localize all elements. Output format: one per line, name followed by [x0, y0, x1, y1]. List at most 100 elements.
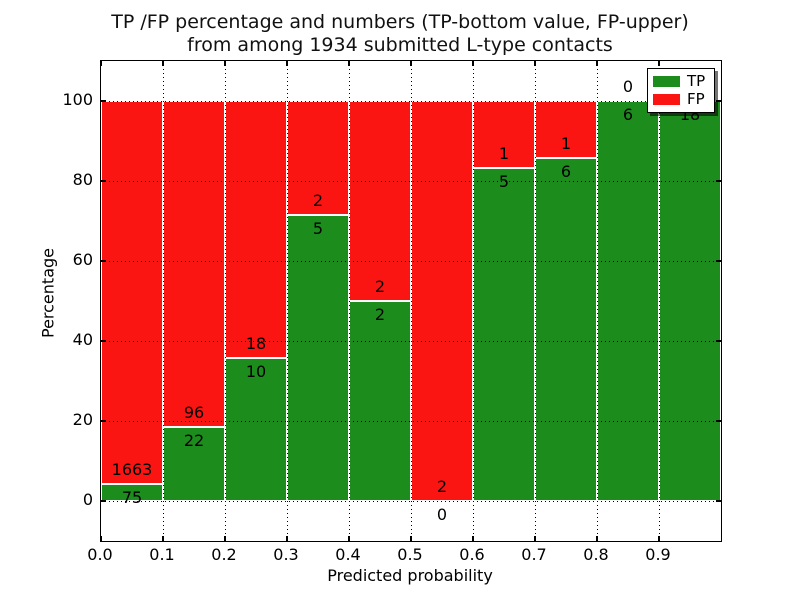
y-tick-mark [101, 340, 106, 342]
tp-count-label: 22 [183, 430, 205, 450]
tp-bar-segment [597, 101, 659, 501]
tp-count-label: 10 [245, 362, 267, 382]
x-tick-mark [658, 61, 660, 66]
v-gridline [472, 61, 474, 541]
v-gridline [410, 61, 412, 541]
y-tick-mark [716, 340, 721, 342]
y-tick-mark [716, 180, 721, 182]
tp-count-label: 75 [121, 487, 143, 507]
tp-count-label: 0 [436, 505, 448, 524]
fp-swatch-icon [653, 94, 680, 105]
y-tick-label: 40 [72, 330, 93, 349]
x-tick-label: 0.4 [335, 545, 361, 564]
x-tick-mark [596, 536, 598, 541]
fp-count-label: 1 [560, 134, 572, 154]
tp-count-label: 6 [622, 105, 634, 124]
v-gridline [348, 61, 350, 541]
y-tick-label: 60 [72, 250, 93, 269]
legend-label-fp: FP [687, 90, 705, 108]
y-tick-mark [101, 500, 106, 502]
x-tick-label: 0.5 [397, 545, 423, 564]
fp-bar-segment [411, 101, 473, 501]
x-tick-label: 0.3 [273, 545, 299, 564]
v-gridline [162, 61, 164, 541]
tp-bar-segment [535, 158, 597, 501]
fp-count-label: 1 [498, 143, 510, 163]
x-tick-mark [162, 61, 164, 66]
x-tick-mark [596, 61, 598, 66]
tp-count-label: 5 [498, 171, 510, 191]
tp-count-label: 6 [560, 162, 572, 182]
v-gridline [224, 61, 226, 541]
h-gridline [101, 421, 721, 422]
x-tick-mark [348, 536, 350, 541]
chart-title-line1: TP /FP percentage and numbers (TP-bottom… [111, 11, 689, 33]
h-gridline [101, 101, 721, 102]
chart-title: TP /FP percentage and numbers (TP-bottom… [0, 11, 800, 57]
x-tick-mark [410, 536, 412, 541]
v-gridline [658, 61, 660, 541]
h-gridline [101, 181, 721, 182]
h-gridline [101, 501, 721, 502]
x-tick-label: 0.6 [459, 545, 485, 564]
v-gridline [286, 61, 288, 541]
y-tick-mark [716, 260, 721, 262]
x-tick-mark [162, 536, 164, 541]
y-tick-label: 0 [82, 490, 93, 509]
y-tick-mark [101, 420, 106, 422]
x-tick-mark [348, 61, 350, 66]
fp-count-label: 1663 [111, 459, 153, 479]
fp-count-label: 2 [436, 477, 448, 496]
fp-bar-segment [287, 101, 349, 216]
tp-bar-segment [287, 215, 349, 501]
fp-count-label: 18 [245, 334, 267, 354]
tp-count-label: 5 [312, 219, 324, 239]
legend: TP FP [647, 68, 715, 113]
x-tick-mark [224, 536, 226, 541]
fp-count-label: 2 [312, 191, 324, 211]
h-gridline [101, 261, 721, 262]
tp-count-label: 2 [374, 305, 386, 324]
x-tick-label: 0.9 [645, 545, 671, 564]
x-axis-label: Predicted probability [327, 566, 493, 585]
legend-item-tp: TP [653, 74, 709, 89]
x-tick-label: 0.7 [521, 545, 547, 564]
x-tick-mark [286, 61, 288, 66]
y-tick-mark [101, 180, 106, 182]
x-tick-mark [224, 61, 226, 66]
x-tick-mark [286, 536, 288, 541]
x-tick-mark [658, 536, 660, 541]
y-tick-mark [716, 420, 721, 422]
tp-bar-segment [659, 101, 721, 501]
h-gridline [101, 341, 721, 342]
tp-bar-segment [163, 426, 225, 501]
fp-count-label: 0 [622, 77, 634, 96]
y-tick-label: 80 [72, 170, 93, 189]
y-tick-mark [716, 100, 721, 102]
v-gridline [534, 61, 536, 541]
fp-bar-segment [163, 101, 225, 427]
y-tick-mark [101, 100, 106, 102]
x-tick-mark [100, 61, 102, 66]
fp-count-label: 96 [183, 402, 205, 422]
v-gridline [596, 61, 598, 541]
y-tick-label: 100 [62, 90, 93, 109]
fp-bar-segment [101, 101, 163, 484]
tp-swatch-icon [653, 76, 680, 87]
x-tick-mark [100, 536, 102, 541]
legend-label-tp: TP [687, 72, 706, 90]
y-tick-mark [101, 260, 106, 262]
fp-count-label: 2 [374, 277, 386, 296]
plot-area: 1663 75 96 22 18 10 2 5 2 2 2 0 1 5 1 6 0 6 18 [100, 60, 722, 542]
legend-item-fp: FP [653, 92, 709, 107]
fp-bar-segment [349, 101, 411, 301]
x-tick-label: 0.1 [149, 545, 175, 564]
tp-bar-segment [225, 358, 287, 501]
x-tick-label: 0.8 [583, 545, 609, 564]
x-tick-mark [410, 61, 412, 66]
x-tick-label: 0.0 [87, 545, 113, 564]
x-tick-mark [472, 61, 474, 66]
tp-bar-segment [349, 301, 411, 501]
fp-bar-segment [225, 101, 287, 359]
